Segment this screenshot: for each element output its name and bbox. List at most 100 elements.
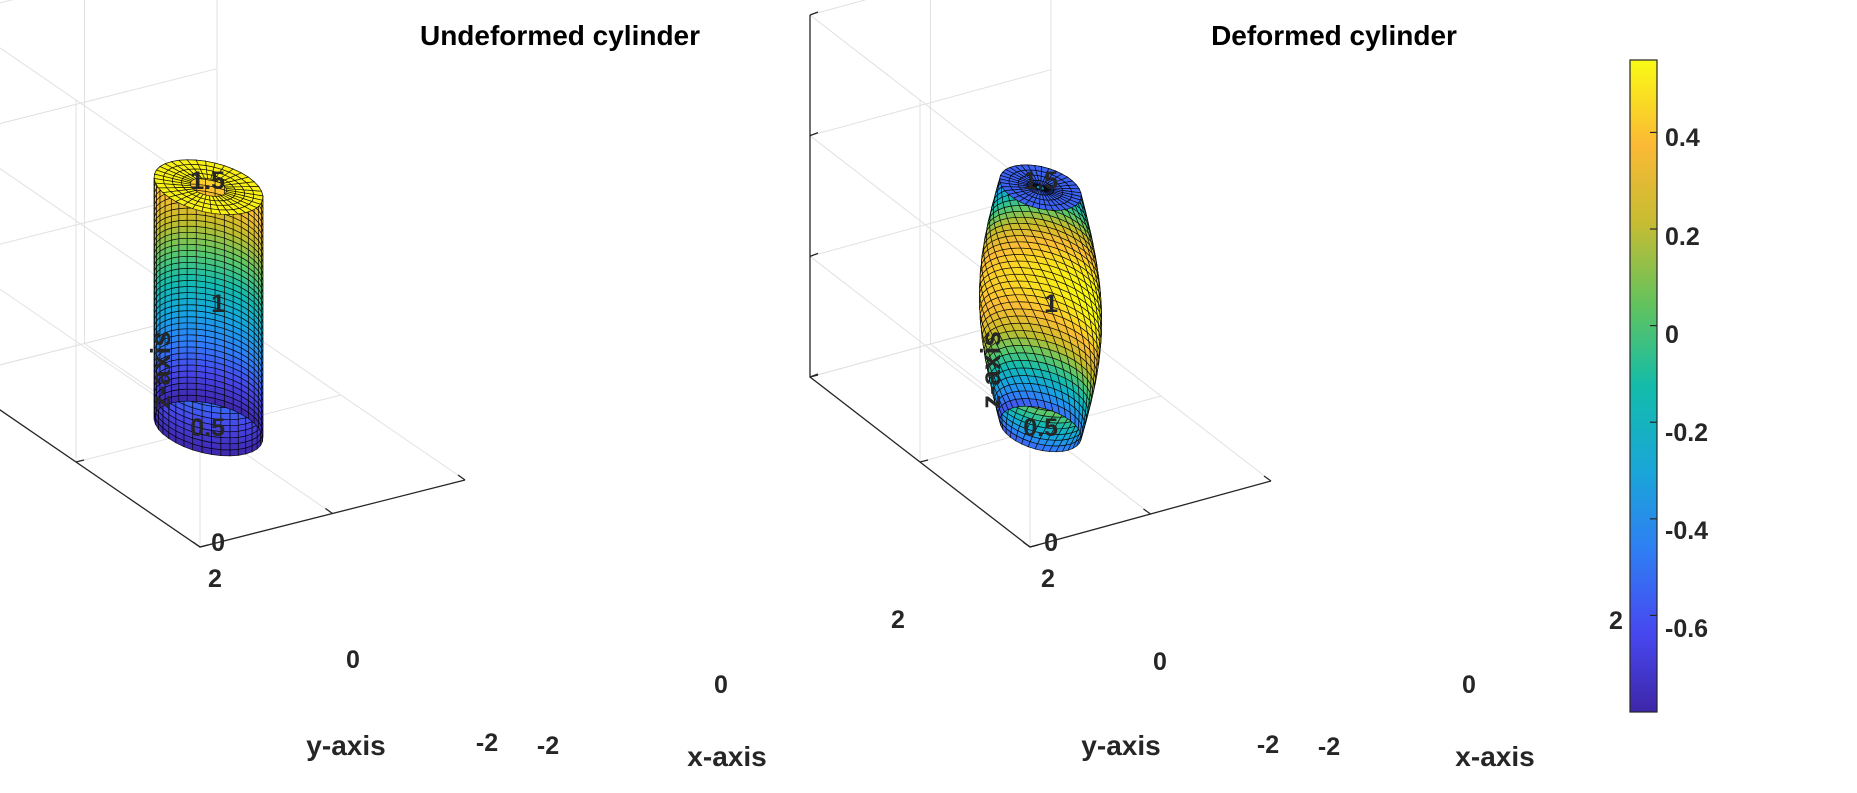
surface-patch [178,292,188,300]
surface-patch [186,310,197,318]
x-tick-label: 0 [714,671,728,699]
surface-patch [186,382,197,390]
surface-patch [229,430,239,439]
z-axis-label: z-axis [145,331,176,409]
y-tick-label: -2 [476,729,498,757]
surface-patch [178,370,188,378]
z-tick-label: 0.5 [190,414,225,442]
x-tick-label: 2 [891,606,905,634]
z-tick-label: 1 [211,290,225,318]
surface-patch [186,249,197,257]
surface-patch [220,443,231,451]
surface-patch [186,340,197,348]
surface-patch [229,412,239,421]
surface-patch [186,219,197,227]
surface-patch [178,280,188,288]
x-tick-label: -2 [537,732,559,760]
cylinder-surface [153,159,264,457]
tick-mark [192,541,201,548]
surface-patch [178,237,188,246]
tick-mark [1022,541,1031,548]
y-axis-label: y-axis [306,730,385,761]
surface-patch [178,213,188,221]
surface-patch [186,316,197,324]
surface-patch [178,255,188,264]
surface-patch [178,268,188,276]
tick-mark [1263,475,1272,482]
surface-patch [186,322,197,330]
surface-patch [178,274,188,282]
surface-patch [178,322,188,330]
surface-patch [178,249,188,258]
surface-patch [178,328,188,336]
surface-patch [186,292,197,300]
surface-patch [178,316,188,324]
tick-mark [1143,508,1151,515]
surface-patch [186,298,197,306]
surface-patch [178,243,188,252]
y-tick-label: 0 [346,646,360,674]
surface-patch [178,310,188,318]
tick-mark [75,459,85,463]
surface-patch [178,261,188,270]
tick-mark [919,459,929,463]
surface-patch [186,213,197,221]
grid-line [0,0,201,186]
surface-patch [178,298,188,306]
tick-mark [199,544,209,548]
tick-mark [457,474,466,481]
surface-patch [178,346,188,354]
tick-mark [325,507,333,515]
surface-patch [186,328,197,336]
surface-patch [186,286,197,294]
surface-patch [186,237,197,245]
surface-patch [186,268,197,276]
surface-patch [229,418,239,427]
chart-title: Deformed cylinder [1211,20,1457,51]
surface-patch [186,225,197,233]
surface-patch [178,382,188,390]
surface-patch [186,388,197,396]
x-axis-label: x-axis [687,741,766,772]
surface-patch [178,394,188,402]
z-tick-label: 1.5 [190,167,225,195]
surface-patch [229,436,239,445]
surface-patch [186,304,197,312]
y-tick-label: 2 [208,565,222,593]
surface-patch [186,352,197,360]
surface-patch [186,334,197,342]
deformed-cylinder-axes: Deformed cylinder 0 0.5 1 1.5 2 0 -2 -2 … [808,0,1623,772]
surface-patch [186,364,197,372]
surface-patch [178,286,188,294]
surface-patch [186,346,197,354]
surface-patch [186,394,197,402]
surface-patch [186,370,197,378]
z-tick-label: 0 [211,529,225,557]
grid-line [0,188,218,427]
surface-patch [178,219,188,228]
grid-line [0,68,218,307]
surface-patch [178,352,188,360]
surface-patch [186,261,197,270]
surface-patch [186,280,197,288]
surface-patch [229,448,239,457]
chart-title: Undeformed cylinder [420,20,700,51]
surface-patch [178,304,188,312]
surface-patch [178,334,188,342]
surface-patch [186,231,197,239]
surface-patch [229,424,239,433]
surface-patch [178,340,188,348]
surface-patch [186,376,197,384]
surface-patch [186,274,197,282]
surface-patch [186,243,197,251]
surface-patch [178,388,188,396]
surface-patch [178,358,188,366]
surface-patch [178,225,188,234]
surface-patch [220,449,231,457]
undeformed-cylinder-axes: Undeformed cylinder 0 0.5 1 1.5 2 0 -2 -… [0,0,905,772]
surface-patch [229,442,239,451]
surface-patch [178,207,188,215]
surface-patch [178,231,188,240]
surface-patch [178,376,188,384]
surface-patch [178,364,188,372]
